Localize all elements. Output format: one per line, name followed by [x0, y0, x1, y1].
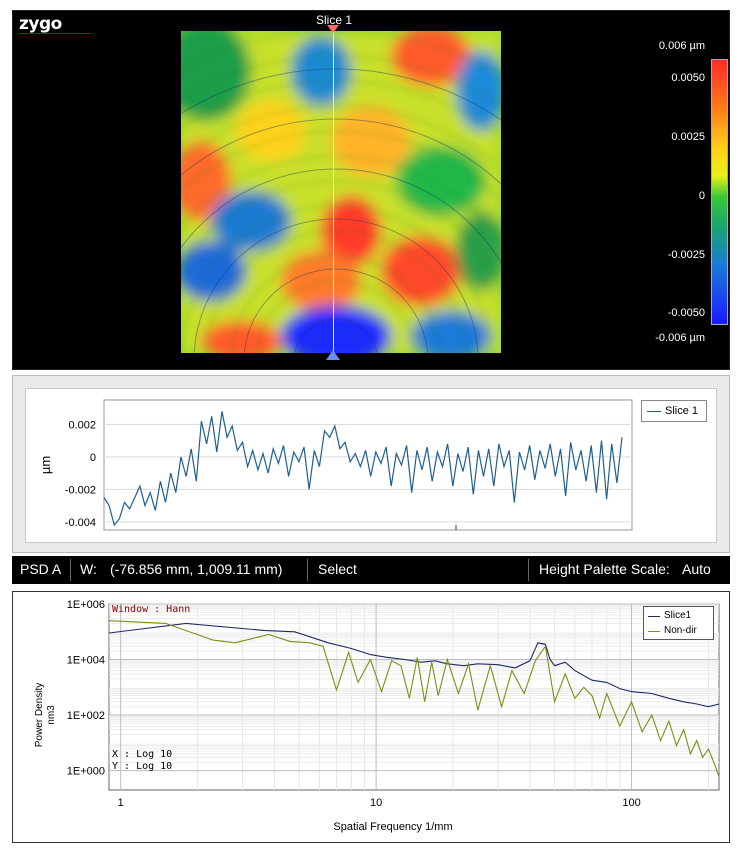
psd-x-tick-label: 10	[370, 797, 382, 809]
profile-y-tick-label: 0.002	[68, 419, 96, 431]
colorbar-tick-label: 0	[698, 190, 705, 202]
psd-x-axis-title: Spatial Frequency 1/mm	[333, 821, 453, 833]
status-separator	[70, 559, 71, 581]
legend-label-non-dir: Non-dir	[664, 625, 697, 636]
colorbar-tick-label: 0.0050	[671, 72, 705, 84]
legend-label-slice1: Slice1	[664, 610, 692, 621]
legend-swatch-slice-1	[647, 411, 661, 412]
psd-y-tick-label: 1E+004	[67, 655, 105, 667]
colorbar-tick-label: 0.0025	[671, 131, 705, 143]
profile-panel: 0.002 0 -0.002 -0.004 µm Slice 1	[12, 375, 730, 553]
profile-y-tick-label: -0.004	[65, 517, 96, 529]
psd-y-tick-label: 1E+000	[67, 766, 105, 778]
psd-chart-svg: 1 10 100 1E+006 1E+004 1E+002 1E+000	[67, 599, 720, 809]
profile-y-axis-title: µm	[38, 456, 53, 474]
select-tool-button[interactable]: Select	[318, 561, 357, 577]
colorbar-max-label: 0.006 µm	[658, 40, 705, 52]
surface-height-map-image	[181, 31, 501, 353]
profile-legend: Slice 1	[641, 400, 707, 422]
slice-end-handle[interactable]	[326, 350, 340, 360]
psd-x-tick-label: 100	[622, 797, 640, 809]
colorbar-min-label: -0.006 µm	[655, 332, 705, 344]
colorbar-tick-label: -0.0050	[667, 307, 705, 319]
profile-y-tick-label: 0	[90, 452, 96, 464]
axis-scale-labels: X : Log 10 Y : Log 10	[112, 749, 172, 773]
status-separator	[307, 559, 308, 581]
height-palette-scale-label: Height Palette Scale:	[539, 561, 670, 577]
psd-y-tick-label: 1E+002	[67, 710, 105, 722]
profile-series-slice-1	[103, 411, 623, 527]
psd-series-slice1	[108, 622, 720, 708]
profile-chart[interactable]: 0.002 0 -0.002 -0.004 µm Slice 1	[25, 388, 717, 543]
psd-y-tick-label: 1E+006	[67, 599, 105, 611]
slice-line[interactable]	[333, 29, 334, 354]
zygo-logo: zygo	[19, 14, 62, 34]
legend-swatch-non-dir	[648, 631, 660, 632]
surface-height-map[interactable]	[181, 31, 501, 353]
psd-series-non-dir	[108, 620, 720, 777]
psd-plot-area	[108, 603, 720, 791]
psd-chart-panel[interactable]: 1 10 100 1E+006 1E+004 1E+002 1E+000 Window : …	[12, 591, 730, 843]
w-coordinate-value: (-76.856 mm, 1,009.11 mm)	[110, 561, 283, 577]
slice-start-handle[interactable]	[327, 25, 339, 33]
legend-swatch-slice1	[648, 616, 660, 617]
psd-x-tick-label: 1	[118, 797, 124, 809]
legend-label-slice-1: Slice 1	[665, 405, 699, 417]
psd-legend: Slice1 Non-dir	[643, 606, 714, 640]
profile-y-tick-label: -0.002	[65, 484, 96, 496]
x-scale-label: X : Log 10	[112, 749, 173, 760]
psd-mode-label[interactable]: PSD A	[20, 561, 62, 577]
psd-y-axis-title-line-1: Power Density	[34, 682, 45, 748]
w-label: W:	[80, 561, 97, 577]
status-bar: PSD A W: (-76.856 mm, 1,009.11 mm) Selec…	[12, 556, 730, 584]
height-palette-scale-value[interactable]: Auto	[682, 561, 711, 577]
colorbar-tick-label: -0.0025	[667, 249, 705, 261]
psd-y-axis-title: Power Density nm3	[34, 670, 58, 760]
psd-y-axis-title-line-2: nm3	[46, 705, 57, 725]
y-scale-label: Y : Log 10	[112, 761, 173, 772]
window-function-label: Window : Hann	[112, 604, 191, 615]
logo-underline	[19, 33, 91, 34]
height-colorbar	[711, 59, 728, 325]
profile-chart-svg: 0.002 0 -0.002 -0.004 µm	[38, 399, 633, 531]
status-separator	[528, 559, 529, 581]
surface-map-panel[interactable]: zygo	[12, 10, 730, 370]
slice-label: Slice 1	[315, 13, 353, 27]
